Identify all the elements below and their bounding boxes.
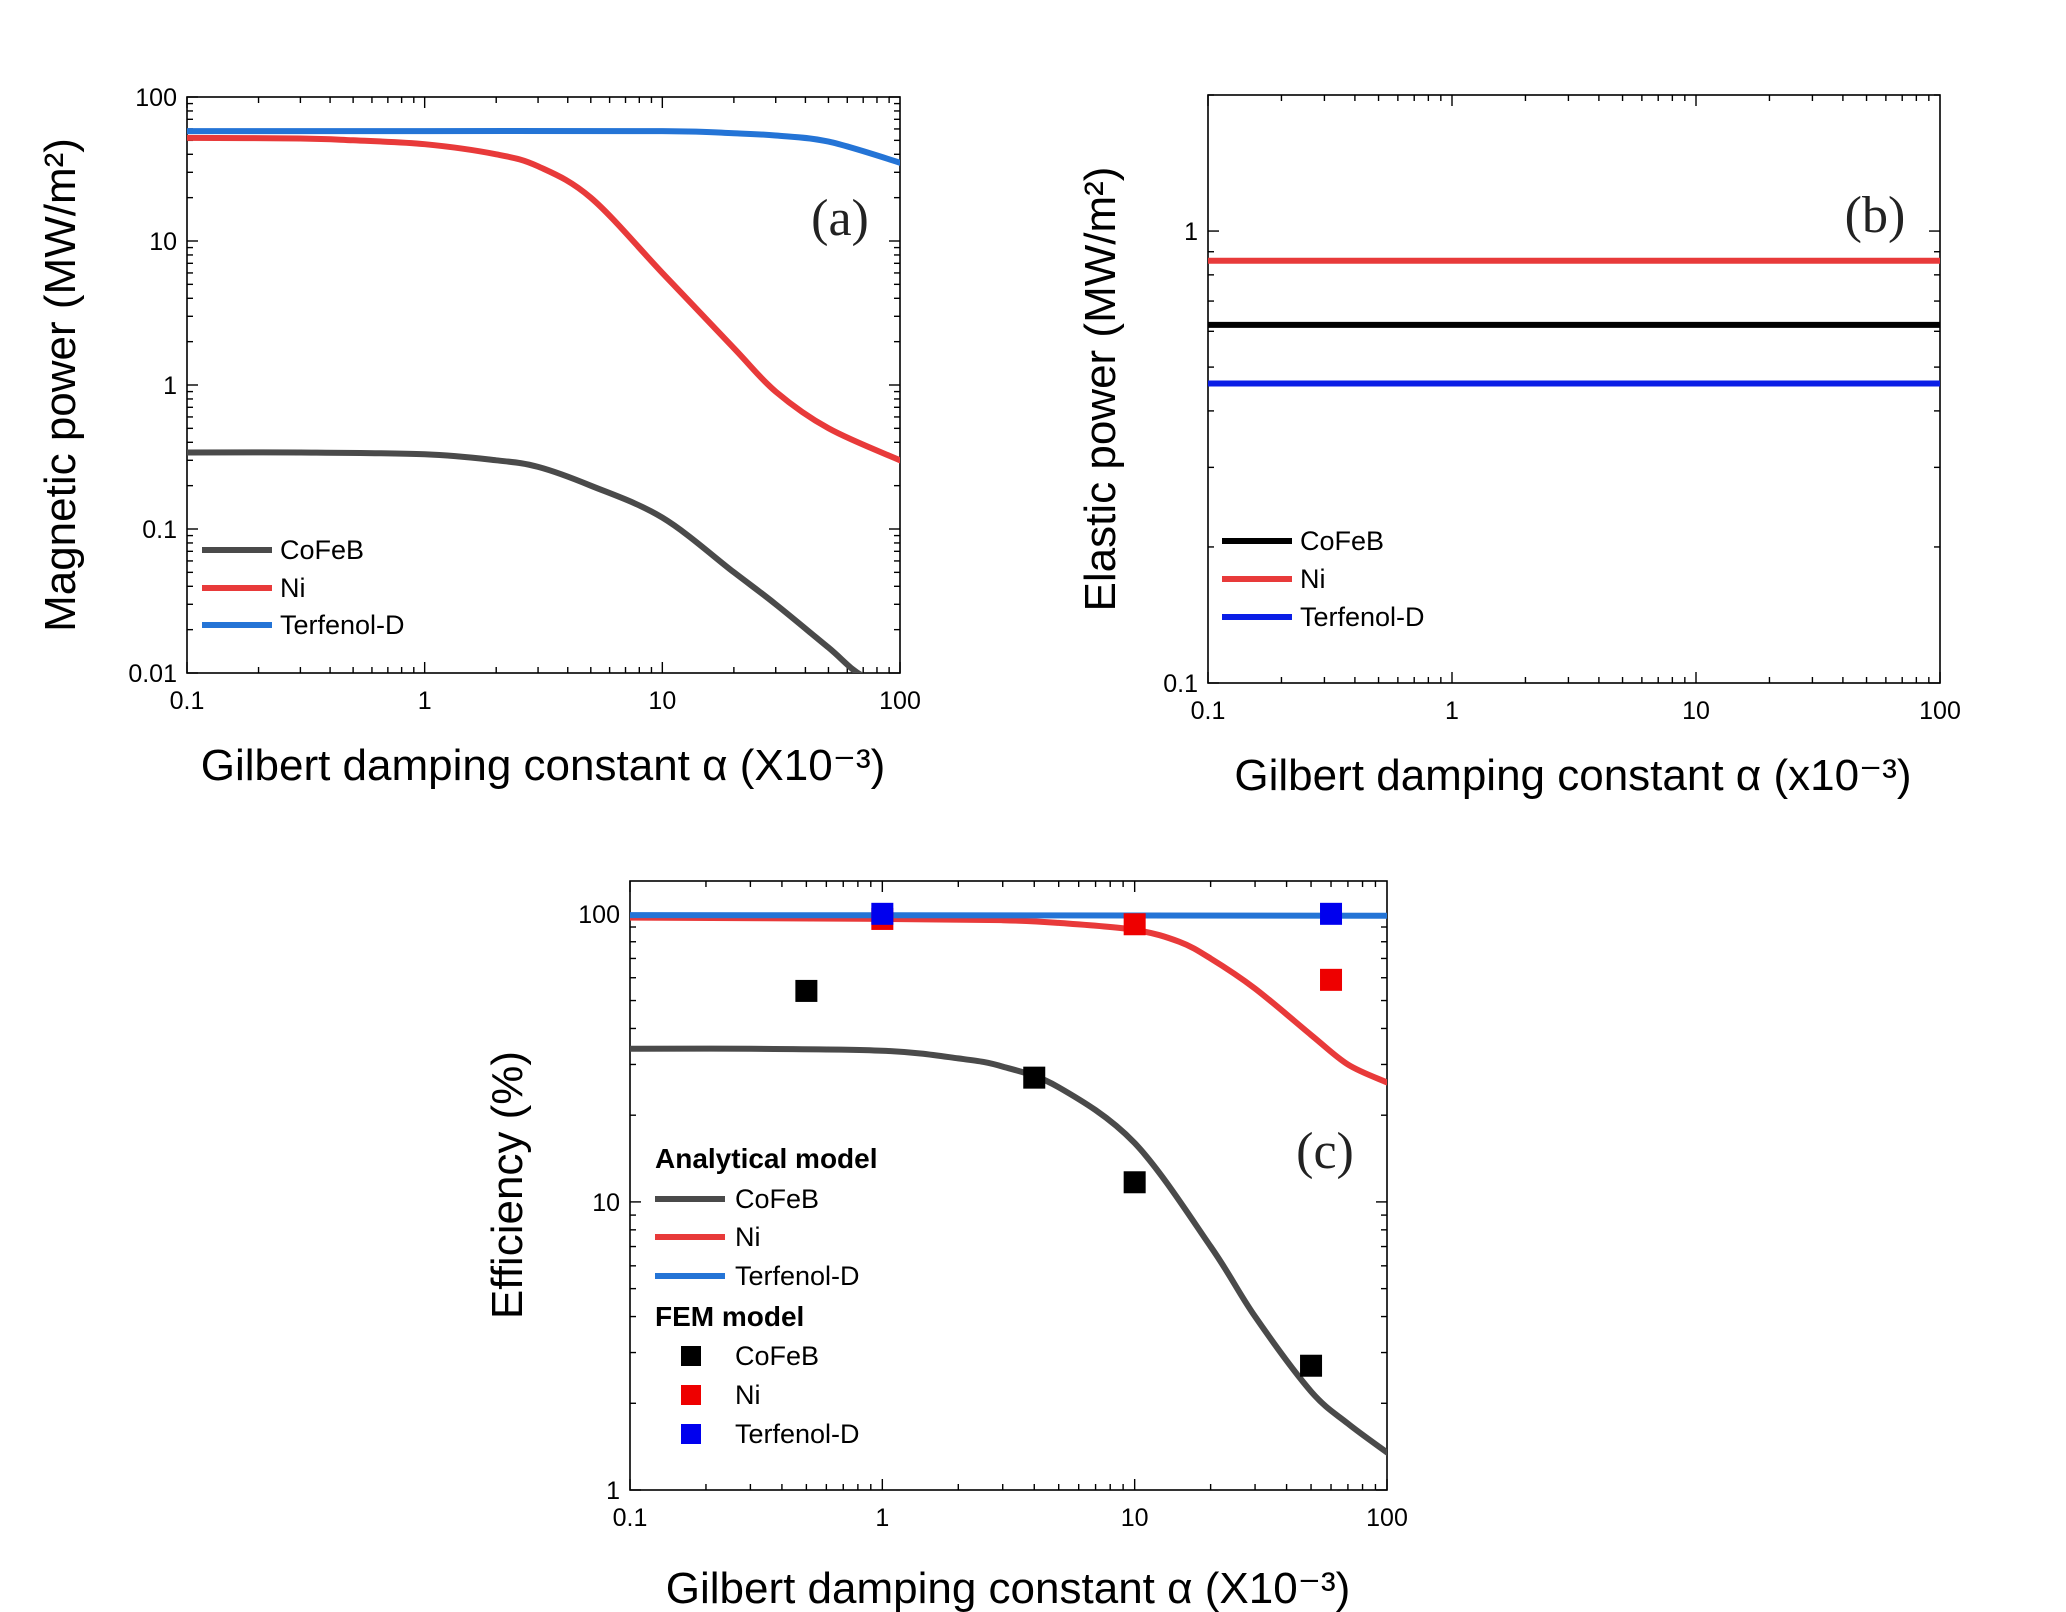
x-axis-title: Gilbert damping constant α (X10⁻³) — [666, 1564, 1351, 1612]
x-tick-label: 10 — [1682, 697, 1710, 725]
legend-label: Terfenol-D — [280, 610, 405, 640]
x-axis-title: Gilbert damping constant α (X10⁻³) — [201, 741, 886, 790]
data-point-terfenol-d — [1320, 902, 1343, 925]
x-tick-label: 100 — [1919, 697, 1961, 725]
y-tick-label: 100 — [135, 84, 177, 112]
x-tick-label: 1 — [875, 1504, 889, 1532]
legend-marker-ni — [681, 1385, 701, 1405]
x-tick-label: 100 — [1366, 1504, 1408, 1532]
y-tick-label: 1 — [163, 372, 177, 400]
legend-header-analytical: Analytical model — [655, 1143, 878, 1174]
y-tick-label: 1 — [606, 1477, 620, 1505]
legend-label: Terfenol-D — [735, 1261, 860, 1291]
data-point-ni — [1320, 968, 1343, 991]
legend-label: Ni — [1300, 564, 1326, 594]
legend: CoFeB Ni Terfenol-D — [1222, 526, 1425, 632]
series-line-cofeb — [630, 1045, 1387, 1456]
x-axis-title: Gilbert damping constant α (x10⁻³) — [1234, 751, 1911, 800]
x-tick-label: 0.1 — [613, 1504, 648, 1532]
legend-label: Terfenol-D — [735, 1419, 860, 1449]
legend-header-fem: FEM model — [655, 1301, 804, 1332]
legend-marker-cofeb — [681, 1346, 701, 1366]
legend-label: CoFeB — [1300, 526, 1384, 556]
legend-label: Ni — [735, 1222, 761, 1252]
series-line-ni — [187, 134, 900, 464]
plot-area — [187, 127, 900, 673]
legend: Analytical model FEM model CoFeB Ni Terfenol… — [655, 1143, 878, 1449]
plot-frame — [1207, 94, 1941, 684]
series-line-terfenol-d — [630, 912, 1387, 919]
data-point-cofeb — [1123, 1171, 1146, 1194]
legend-label: Ni — [280, 573, 306, 603]
legend-marker-terfenol-d — [681, 1424, 701, 1444]
x-tick-label: 10 — [648, 687, 676, 715]
panel-label: (a) — [811, 190, 869, 247]
legend: CoFeB Ni Terfenol-D — [202, 535, 405, 640]
panel-label: (c) — [1296, 1123, 1354, 1180]
legend-label: CoFeB — [280, 535, 364, 565]
data-point-ni — [1123, 913, 1146, 936]
y-tick-label: 0.1 — [142, 516, 177, 544]
plot-frame — [629, 880, 1388, 1491]
panel-b: 0.1 1 10 100 0.1 1 Gilbert damping constant α … — [1076, 94, 1961, 800]
y-tick-label: 0.1 — [1163, 670, 1198, 698]
legend-label: Ni — [735, 1380, 761, 1410]
x-tick-label: 1 — [418, 687, 432, 715]
y-axis-title: Efficiency (%) — [483, 1051, 532, 1319]
series-line-terfenol-d — [187, 127, 900, 166]
x-tick-label: 100 — [879, 687, 921, 715]
y-tick-label: 0.01 — [128, 660, 177, 688]
x-tick-label: 10 — [1121, 1504, 1149, 1532]
x-tick-label: 0.1 — [170, 687, 205, 715]
legend-label: Terfenol-D — [1300, 602, 1425, 632]
data-point-cofeb — [1023, 1066, 1046, 1089]
y-axis-title: Magnetic power (MW/m²) — [36, 138, 85, 632]
y-axis-title: Elastic power (MW/m²) — [1076, 167, 1125, 612]
y-tick-label: 1 — [1184, 218, 1198, 246]
x-tick-label: 0.1 — [1191, 697, 1226, 725]
plot-area — [630, 902, 1387, 1456]
x-tick-label: 1 — [1445, 697, 1459, 725]
data-point-cofeb — [795, 979, 818, 1002]
legend-label: CoFeB — [735, 1184, 819, 1214]
plot-area — [1208, 257, 1940, 387]
data-point-cofeb — [1300, 1354, 1323, 1377]
y-tick-label: 100 — [578, 901, 620, 929]
series-line-ni — [630, 914, 1387, 1086]
panel-label: (b) — [1845, 187, 1906, 244]
data-point-terfenol-d — [871, 902, 894, 925]
y-tick-label: 10 — [149, 228, 177, 256]
y-tick-label: 10 — [592, 1189, 620, 1217]
series-line-cofeb — [187, 449, 864, 673]
legend-label: CoFeB — [735, 1341, 819, 1371]
